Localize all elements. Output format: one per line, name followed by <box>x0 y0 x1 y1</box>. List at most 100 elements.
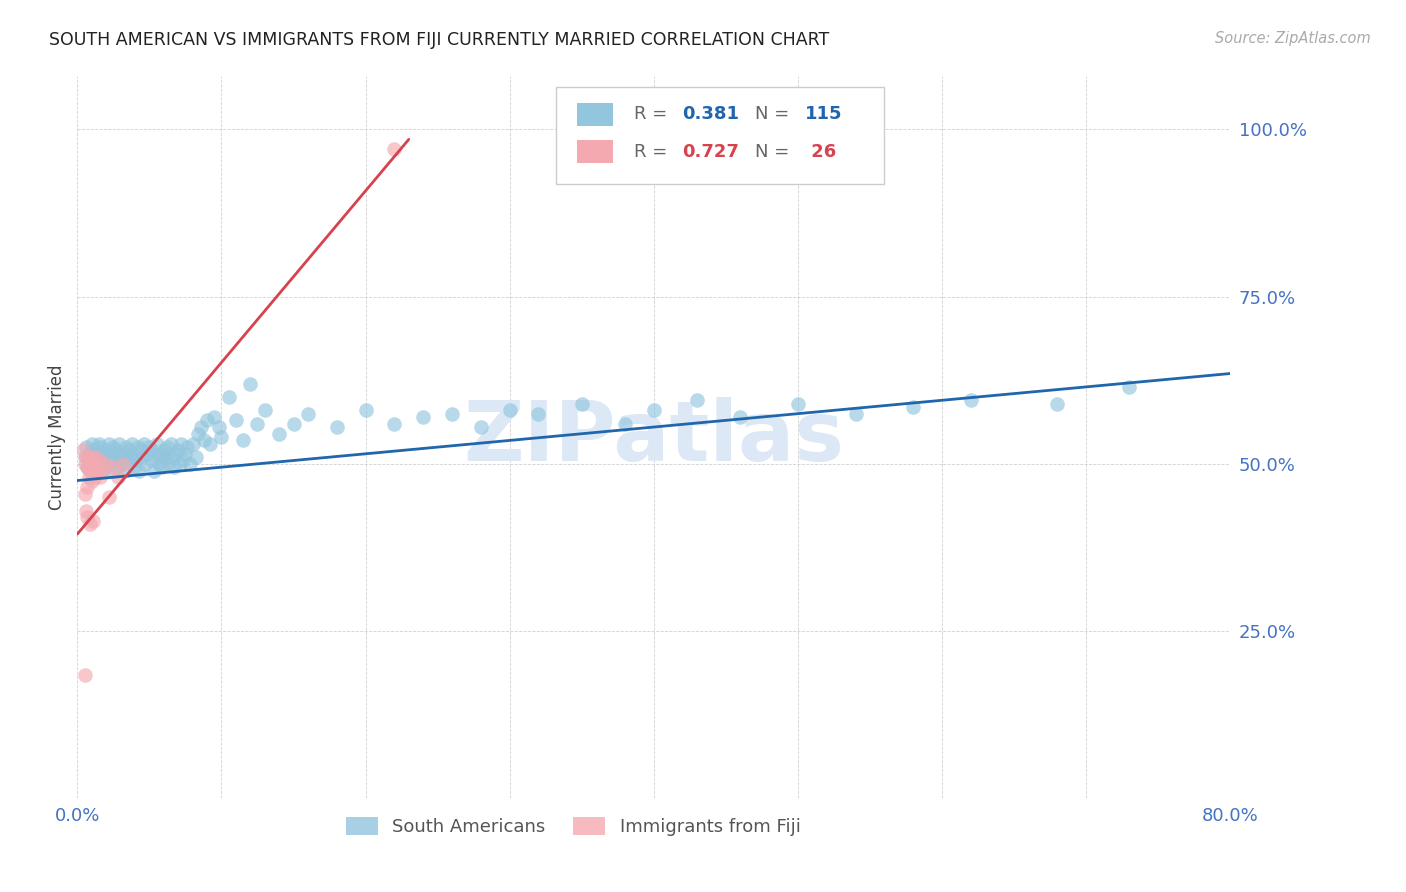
Point <box>73 457 96 471</box>
Point <box>76 460 98 475</box>
Point <box>96 443 118 458</box>
Point <box>89 470 111 484</box>
Point <box>527 407 550 421</box>
Point <box>134 457 156 471</box>
FancyBboxPatch shape <box>576 140 613 163</box>
Point <box>72 443 94 458</box>
Point <box>412 410 434 425</box>
Point <box>84 457 107 471</box>
Point <box>79 464 101 478</box>
Text: N =: N = <box>755 143 796 161</box>
Point <box>176 440 198 454</box>
Point <box>239 376 262 391</box>
Point <box>730 410 752 425</box>
Point <box>79 453 101 467</box>
Point <box>77 453 100 467</box>
Point <box>207 420 229 434</box>
Point <box>179 457 201 471</box>
Point <box>83 470 105 484</box>
Point <box>441 407 464 421</box>
Point <box>232 434 254 448</box>
Point <box>150 460 173 475</box>
Point <box>193 434 215 448</box>
Point <box>73 450 96 465</box>
Point <box>77 470 100 484</box>
Point <box>122 460 145 475</box>
Point <box>107 460 129 475</box>
Point <box>198 437 221 451</box>
Point <box>107 470 129 484</box>
Point <box>91 453 114 467</box>
Point <box>77 447 100 461</box>
Point <box>110 457 132 471</box>
Point <box>382 417 406 431</box>
Legend: South Americans, Immigrants from Fiji: South Americans, Immigrants from Fiji <box>339 810 808 844</box>
Point <box>82 464 104 478</box>
Point <box>128 464 150 478</box>
Point <box>100 447 122 461</box>
Point <box>787 396 810 410</box>
Point <box>83 447 105 461</box>
Point <box>83 460 105 475</box>
Point <box>960 393 983 408</box>
Point <box>117 453 139 467</box>
Point <box>297 407 319 421</box>
FancyBboxPatch shape <box>555 87 884 185</box>
Point <box>75 450 97 465</box>
Point <box>146 450 169 465</box>
Point <box>82 514 104 528</box>
Point <box>103 440 125 454</box>
Point <box>98 491 121 505</box>
Point <box>169 457 191 471</box>
Point <box>80 443 103 458</box>
Text: 0.381: 0.381 <box>683 105 740 123</box>
Point <box>112 447 135 461</box>
Point <box>79 517 101 532</box>
Point <box>174 447 197 461</box>
Point <box>160 437 183 451</box>
Point <box>101 464 124 478</box>
Point <box>149 447 172 461</box>
Point <box>97 450 120 465</box>
Point <box>165 447 187 461</box>
Point <box>105 443 128 458</box>
Text: R =: R = <box>634 143 673 161</box>
Point <box>267 426 291 441</box>
Point <box>382 143 406 157</box>
Point <box>225 413 247 427</box>
Point <box>125 453 148 467</box>
Point <box>643 403 665 417</box>
Text: ZIPatlas: ZIPatlas <box>464 397 844 477</box>
Point <box>80 457 103 471</box>
Text: 0.727: 0.727 <box>683 143 740 161</box>
Point <box>82 457 104 471</box>
Text: N =: N = <box>755 105 796 123</box>
Point <box>87 453 110 467</box>
FancyBboxPatch shape <box>576 103 613 126</box>
Point <box>75 503 97 517</box>
Point <box>73 667 96 681</box>
Point <box>903 400 925 414</box>
Point <box>283 417 305 431</box>
Point <box>76 480 98 494</box>
Point <box>148 457 170 471</box>
Point <box>325 420 349 434</box>
Point <box>470 420 492 434</box>
Point <box>145 437 167 451</box>
Point <box>114 464 136 478</box>
Text: Source: ZipAtlas.com: Source: ZipAtlas.com <box>1215 31 1371 46</box>
Point <box>139 453 162 467</box>
Point <box>76 510 98 524</box>
Point <box>73 487 96 501</box>
Text: R =: R = <box>634 105 673 123</box>
Point <box>127 440 149 454</box>
Point <box>499 403 522 417</box>
Point <box>131 450 153 465</box>
Point <box>86 453 108 467</box>
Point <box>170 437 193 451</box>
Point <box>82 450 104 465</box>
Text: 26: 26 <box>804 143 837 161</box>
Point <box>111 450 134 465</box>
Point <box>184 450 207 465</box>
Point <box>195 413 218 427</box>
